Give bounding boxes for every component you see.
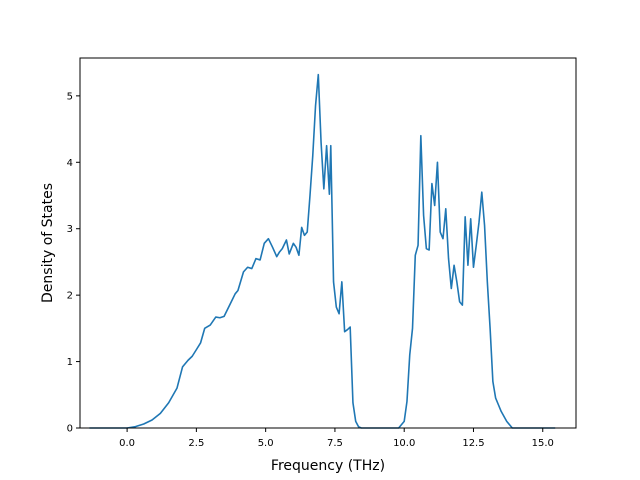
y-tick-label: 3 (67, 224, 73, 235)
y-tick-label: 1 (67, 357, 73, 368)
y-tick-label: 4 (67, 158, 73, 169)
y-tick-label: 2 (67, 291, 73, 302)
x-tick-label: 0.0 (119, 438, 135, 449)
x-tick-label: 7.5 (327, 438, 343, 449)
x-tick-label: 2.5 (188, 438, 204, 449)
x-tick-label: 10.0 (393, 438, 415, 449)
axes-frame (79, 57, 577, 429)
x-axis: 0.0 2.5 5.0 7.5 10.0 12.5 15.0 (119, 428, 554, 449)
x-axis-label: Frequency (THz) (271, 458, 385, 474)
x-tick-label: 5.0 (258, 438, 274, 449)
x-tick-label: 12.5 (462, 438, 484, 449)
y-axis-label: Density of States (40, 183, 56, 303)
y-axis: 0 1 2 3 4 5 (67, 91, 80, 435)
plot-area (79, 57, 577, 429)
x-tick-label: 15.0 (532, 438, 554, 449)
series-layer (89, 73, 556, 429)
series-line-0 (89, 73, 556, 429)
y-tick-label: 0 (67, 424, 73, 435)
y-tick-label: 5 (67, 91, 73, 102)
